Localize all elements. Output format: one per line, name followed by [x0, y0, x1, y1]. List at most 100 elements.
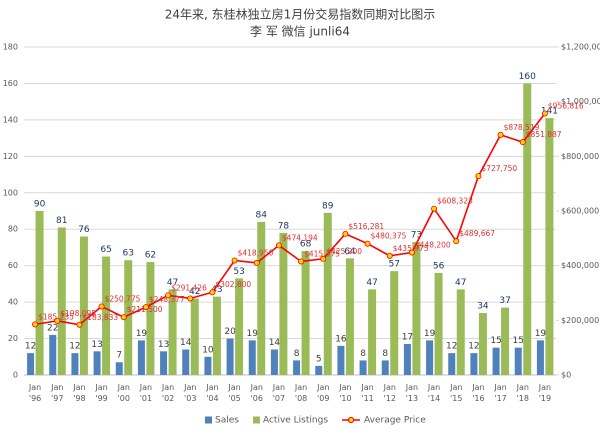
chart-title: 24年来, 东桂林独立房1月份交易指数同期对比图示 — [165, 7, 436, 22]
x-tick-label: Jan '17 — [494, 383, 507, 403]
bar-label: 160 — [519, 72, 536, 82]
legend-swatch — [252, 416, 260, 424]
y-tick-label: 20 — [8, 334, 18, 343]
price-label: $425,200 — [326, 247, 362, 256]
y2-tick-label: $800,000 — [561, 152, 599, 161]
bar-label: 43 — [211, 285, 222, 295]
bar-label: 19 — [424, 329, 436, 339]
x-tick-label: Jan '10 — [339, 383, 352, 403]
x-tick-label: Jan '18 — [516, 383, 529, 403]
y-tick-label: 160 — [3, 79, 18, 88]
bar — [235, 278, 244, 375]
bar — [279, 232, 288, 375]
price-marker — [541, 110, 548, 117]
price-label: $415,375 — [304, 249, 340, 258]
bar-label: 34 — [477, 302, 489, 312]
x-tick-label: Jan '02 — [161, 383, 175, 403]
bar-label: 84 — [256, 210, 268, 220]
bar — [315, 365, 323, 375]
x-tick-label: Jan '08 — [294, 383, 308, 403]
price-label: $291,426 — [171, 283, 207, 292]
bar — [168, 289, 177, 375]
bar — [456, 289, 465, 375]
bar — [434, 272, 443, 375]
bar — [115, 362, 123, 375]
legend-label: Active Listings — [263, 416, 328, 426]
bar-label: 15 — [490, 336, 501, 346]
bar — [381, 360, 389, 375]
bar-label: 90 — [34, 200, 46, 210]
bar-label: 47 — [167, 278, 178, 288]
y2-tick-label: $600,000 — [561, 207, 599, 216]
price-label: $198,095 — [60, 309, 96, 318]
x-tick-label: Jan '14 — [427, 383, 441, 403]
bar — [448, 353, 456, 375]
bar — [337, 345, 345, 375]
bar — [146, 262, 155, 375]
x-tick-label: Jan '11 — [361, 383, 374, 403]
bar-label: 14 — [180, 338, 192, 348]
price-marker — [275, 242, 282, 249]
price-marker — [298, 258, 305, 265]
bar — [226, 338, 234, 375]
y-tick-label: 0 — [13, 371, 18, 380]
y-tick-label: 180 — [3, 43, 18, 52]
bar — [182, 349, 190, 375]
x-tick-label: Jan '15 — [450, 383, 463, 403]
price-label: $489,667 — [459, 229, 495, 238]
bar-label: 8 — [360, 349, 366, 359]
bar-label: 12 — [468, 342, 479, 352]
legend-swatch — [205, 416, 212, 424]
price-marker — [187, 295, 194, 302]
x-tick-label: Jan '12 — [383, 383, 396, 403]
bar-label: 42 — [189, 287, 200, 297]
price-marker — [32, 321, 39, 328]
bar — [293, 360, 301, 375]
bar-label: 81 — [56, 216, 67, 226]
bar-label: 12 — [69, 342, 80, 352]
bar-label: 12 — [25, 342, 36, 352]
bar-label: 10 — [202, 345, 214, 355]
bar — [27, 353, 35, 375]
price-label: $516,281 — [348, 222, 384, 231]
bar — [323, 212, 332, 375]
price-marker — [253, 259, 260, 266]
x-tick-label: Jan '19 — [538, 383, 552, 403]
x-tick-label: Jan '99 — [95, 383, 108, 403]
price-marker — [142, 304, 149, 311]
price-marker — [120, 314, 127, 321]
x-tick-label: Jan '09 — [317, 383, 330, 403]
bar — [523, 83, 532, 375]
price-label: $248,377 — [149, 295, 185, 304]
bar-label: 8 — [294, 349, 300, 359]
bar-label: 13 — [91, 340, 102, 350]
bar-label: 16 — [335, 334, 347, 344]
bar-label: 14 — [269, 338, 281, 348]
bar-label: 19 — [247, 329, 259, 339]
y-tick-label: 120 — [3, 152, 18, 161]
price-marker — [475, 173, 482, 180]
bar-label: 53 — [233, 267, 244, 277]
bar-label: 47 — [366, 278, 377, 288]
bar-label: 15 — [513, 336, 524, 346]
bar — [412, 241, 421, 375]
price-label: $851,887 — [526, 130, 562, 139]
bar-label: 89 — [322, 201, 334, 211]
bar — [390, 271, 399, 375]
bar-label: 20 — [224, 327, 236, 337]
bar-label: 7 — [116, 351, 122, 361]
bar — [137, 340, 145, 375]
price-label: $448,200 — [415, 240, 451, 249]
bar-label: 63 — [123, 249, 134, 259]
bar — [248, 340, 256, 375]
bar — [93, 351, 101, 375]
price-label: $956,816 — [548, 101, 584, 110]
bar-label: 19 — [535, 329, 547, 339]
bar — [492, 347, 500, 375]
legend-label: Sales — [215, 416, 239, 426]
x-tick-label: Jan '13 — [405, 383, 419, 403]
price-label: $474,194 — [282, 233, 318, 242]
bar — [124, 260, 133, 375]
bar-label: 76 — [78, 225, 90, 235]
